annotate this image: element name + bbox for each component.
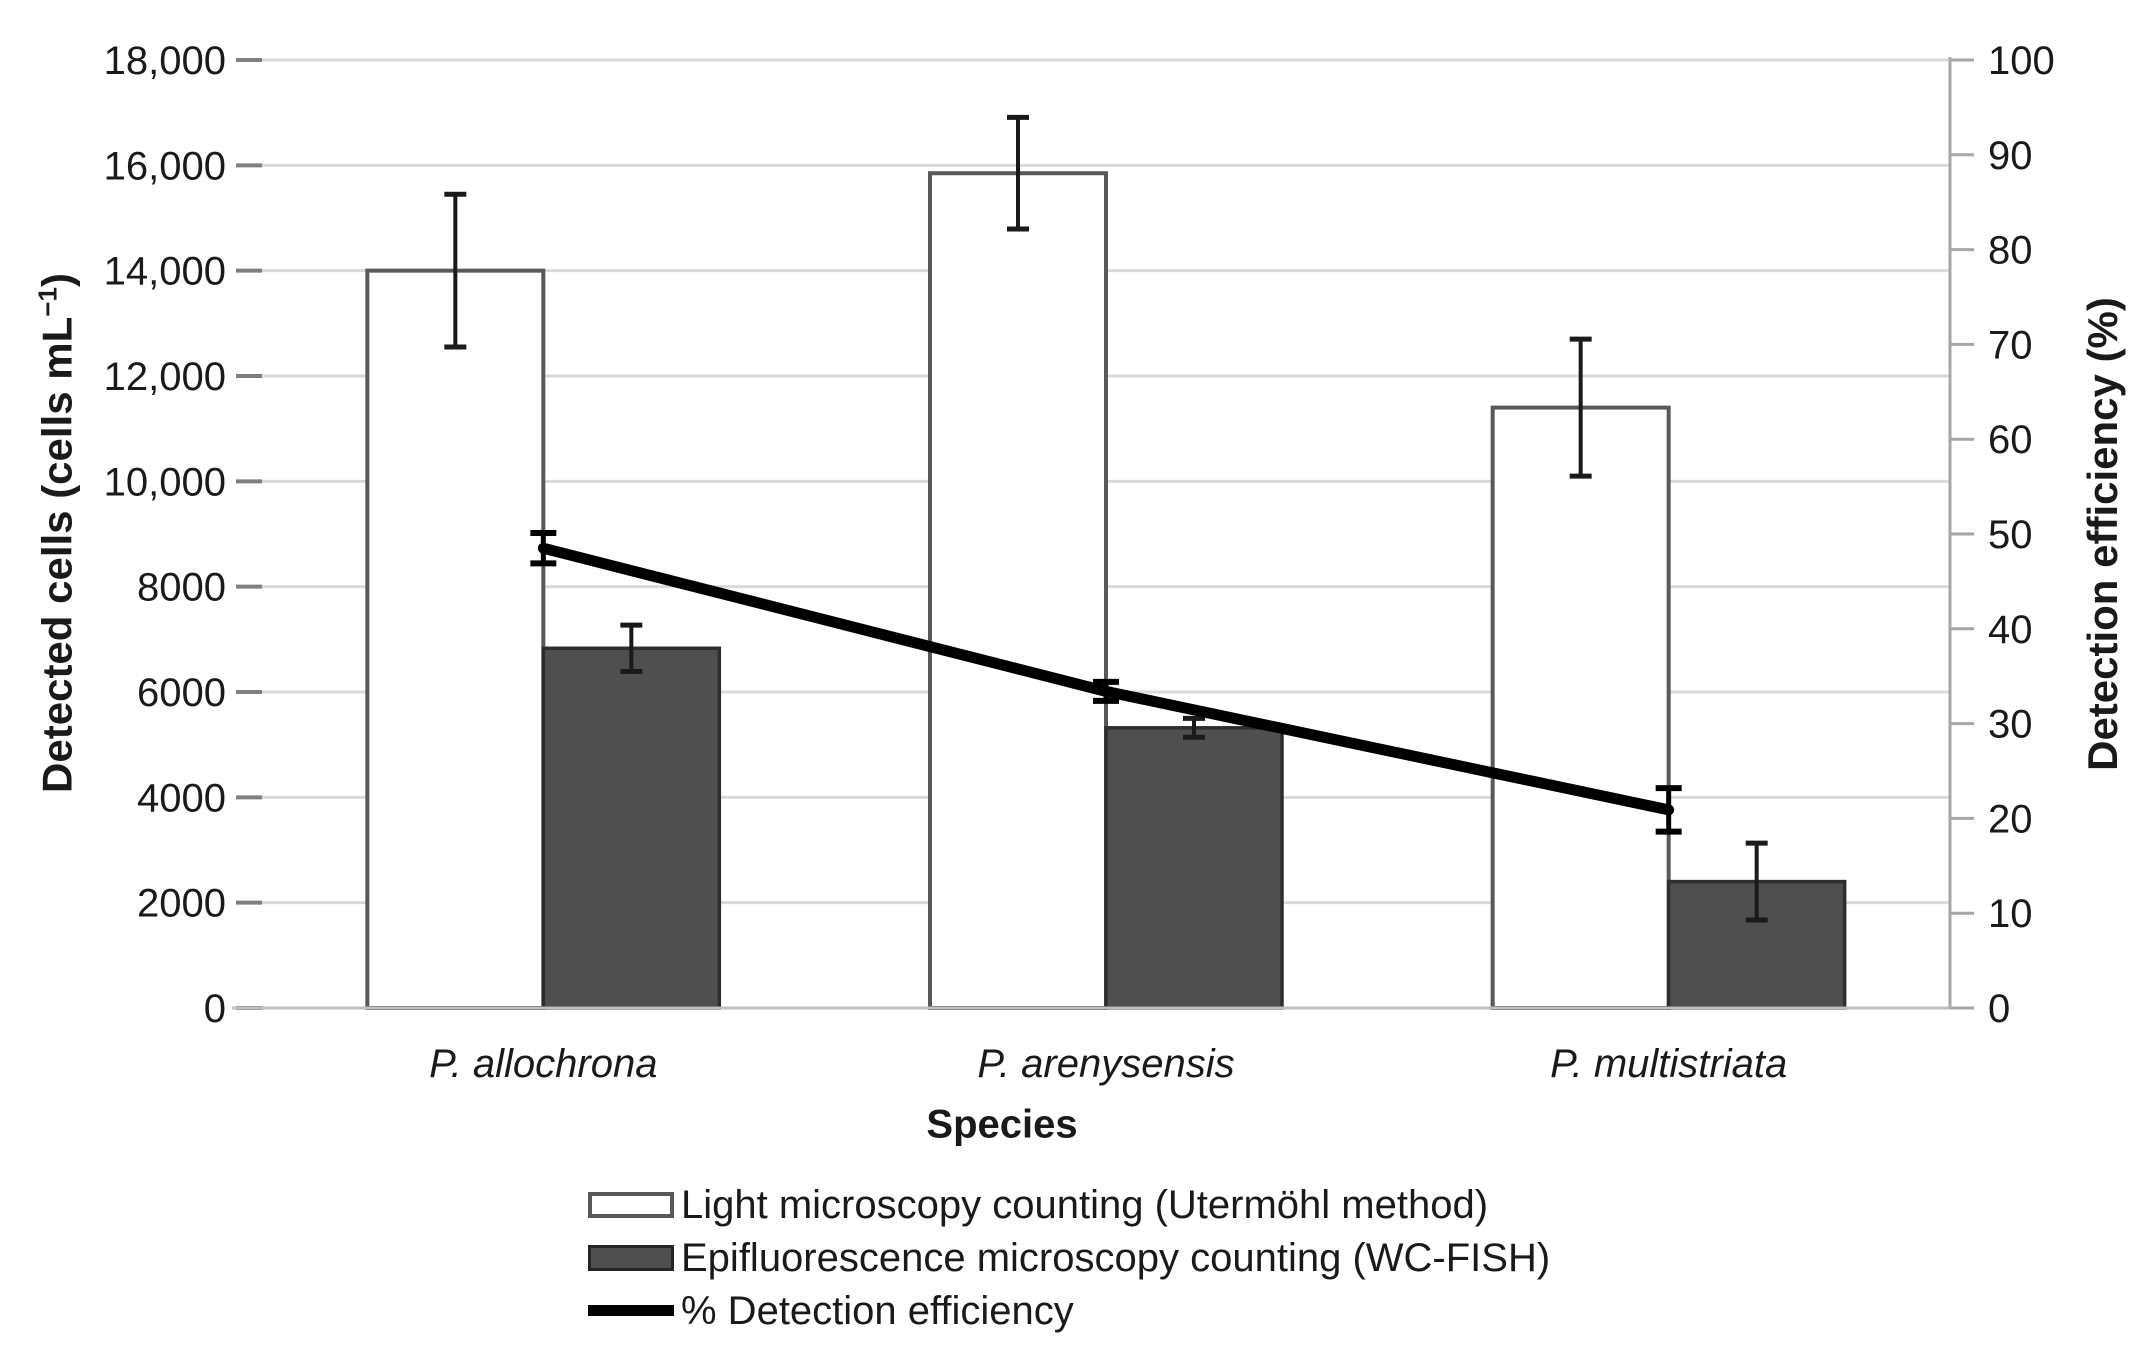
left-axis-title-text: Detected cells (cells mL (33, 316, 81, 793)
left-axis-tick-label: 0 (204, 987, 226, 1031)
right-axis-tick-label: 20 (1988, 797, 2033, 841)
left-axis-title-superscript: −1 (32, 287, 63, 317)
bar-light-microscopy (1490, 405, 1671, 1011)
legend-label: % Detection efficiency (681, 1288, 1074, 1333)
bar-epifluorescence (1104, 726, 1284, 1010)
legend-item-light-microscopy: Light microscopy counting (Utermöhl meth… (588, 1178, 1550, 1231)
right-axis-tick-label: 70 (1988, 323, 2033, 367)
legend: Light microscopy counting (Utermöhl meth… (588, 1178, 1550, 1337)
right-axis-title: Detection efficiency (%) (2079, 297, 2126, 771)
right-axis-tick-label: 0 (1988, 987, 2010, 1031)
left-axis-tick-label: 18,000 (104, 39, 226, 83)
legend-item-epifluorescence: Epifluorescence microscopy counting (WC-… (588, 1231, 1550, 1284)
right-axis-tick-label: 90 (1988, 134, 2033, 178)
left-axis-tick-label: 12,000 (104, 355, 226, 399)
x-axis-title: Species (926, 1102, 1078, 1147)
left-axis-tick-label: 16,000 (104, 144, 226, 188)
left-axis-tick-label: 6000 (137, 671, 226, 715)
right-axis-tick-label: 30 (1988, 703, 2033, 747)
left-axis-tick-label: 4000 (137, 776, 226, 820)
right-axis-tick-label: 40 (1988, 608, 2033, 652)
legend-label: Epifluorescence microscopy counting (WC-… (681, 1235, 1551, 1280)
category-label: P. multistriata (1550, 1042, 1787, 1086)
right-axis-tick-label: 100 (1988, 39, 2055, 83)
left-axis-tick-label: 2000 (137, 882, 226, 926)
legend-swatch-line (588, 1305, 674, 1316)
right-axis-tick-label: 60 (1988, 418, 2033, 462)
left-axis-tick-label: 14,000 (104, 250, 226, 294)
bar-light-microscopy (365, 268, 546, 1010)
left-axis-tick-label: 10,000 (104, 460, 226, 504)
left-axis-tick-label: 8000 (137, 566, 226, 610)
right-axis-tick-label: 10 (1988, 892, 2033, 936)
legend-swatch-light-bar (588, 1191, 674, 1218)
category-label: P. arenysensis (977, 1042, 1234, 1086)
category-label: P. allochrona (429, 1042, 657, 1086)
bar-light-microscopy (928, 171, 1108, 1010)
legend-item-detection-efficiency: % Detection efficiency (588, 1284, 1550, 1337)
bar-epifluorescence (541, 646, 722, 1010)
right-axis-tick-label: 80 (1988, 229, 2033, 273)
right-axis-tick-label: 50 (1988, 513, 2033, 557)
left-axis-title: Detected cells (cells mL−1) (33, 273, 82, 793)
legend-label: Light microscopy counting (Utermöhl meth… (681, 1182, 1489, 1227)
left-axis-title-suffix: ) (33, 273, 81, 288)
legend-swatch-dark-bar (588, 1244, 674, 1271)
